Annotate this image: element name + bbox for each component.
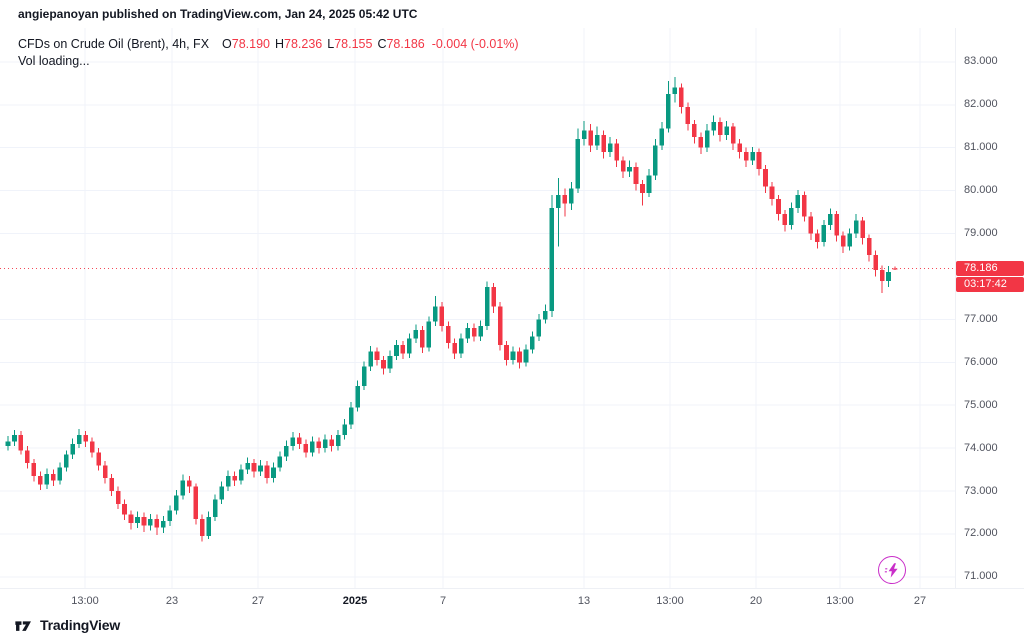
legend-row-volume: Vol loading...: [18, 53, 519, 70]
price-axis-label: 74.000: [964, 441, 998, 454]
candlestick-chart[interactable]: [0, 28, 955, 588]
time-axis-label: 2025: [342, 595, 368, 607]
time-axis-label: 7: [439, 595, 447, 607]
brand-name: TradingView: [40, 617, 121, 633]
tradingview-logo-icon: [15, 620, 31, 631]
time-axis-label: 27: [913, 595, 927, 607]
attribution-bar: angiepanoyan published on TradingView.co…: [0, 0, 1024, 28]
price-axis-label: 71.000: [964, 570, 998, 583]
high-value: 78.236: [284, 37, 323, 51]
low-label: L: [327, 37, 335, 51]
time-axis-label: 13: [577, 595, 591, 607]
open-label: O: [222, 37, 232, 51]
countdown-badge: 03:17:42: [956, 276, 1024, 292]
price-axis-label: 77.000: [964, 312, 998, 325]
price-axis-label: 82.000: [964, 98, 998, 111]
price-axis-label: 80.000: [964, 184, 998, 197]
time-axis-label: 13:00: [826, 595, 854, 607]
close-value: 78.186: [386, 37, 425, 51]
chart-region: CFDs on Crude Oil (Brent), 4h, FX O78.190…: [0, 28, 1024, 588]
lightning-icon: [884, 562, 898, 578]
lightning-bolt-button[interactable]: [878, 556, 906, 584]
legend-row-main: CFDs on Crude Oil (Brent), 4h, FX O78.190…: [18, 36, 519, 53]
high-label: H: [275, 37, 285, 51]
time-axis-label: 23: [165, 595, 179, 607]
open-value: 78.190: [231, 37, 270, 51]
time-axis[interactable]: 13:00 23 27 2025 7 13 13:00 20 13:00 27: [0, 588, 1024, 614]
tradingview-brand-link[interactable]: TradingView: [14, 616, 120, 635]
price-axis-label: 79.000: [964, 227, 998, 240]
footer: TradingView: [14, 612, 120, 638]
price-axis-label: 76.000: [964, 355, 998, 368]
time-axis-label: 13:00: [71, 595, 99, 607]
attribution-text: angiepanoyan published on TradingView.co…: [18, 7, 418, 21]
symbol-title[interactable]: CFDs on Crude Oil (Brent), 4h, FX: [18, 37, 210, 51]
price-axis-label: 73.000: [964, 484, 998, 497]
price-axis-label: 75.000: [964, 398, 998, 411]
low-value: 78.155: [334, 37, 373, 51]
chart-legend: CFDs on Crude Oil (Brent), 4h, FX O78.190…: [18, 36, 519, 70]
time-axis-label: 20: [749, 595, 763, 607]
volume-text[interactable]: Vol loading...: [18, 54, 90, 68]
time-axis-label: 27: [251, 595, 265, 607]
price-axis-label: 81.000: [964, 141, 998, 154]
price-axis[interactable]: 78.186 03:17:42 83.000 82.000 81.000 80.000…: [955, 28, 1024, 588]
price-axis-label: 83.000: [964, 55, 998, 68]
close-label: C: [377, 37, 387, 51]
time-axis-label: 13:00: [656, 595, 684, 607]
change-value: -0.004 (-0.01%): [431, 37, 519, 51]
current-price-badge: 78.186: [956, 260, 1024, 276]
chart-pane[interactable]: [0, 28, 955, 588]
price-axis-label: 72.000: [964, 527, 998, 540]
